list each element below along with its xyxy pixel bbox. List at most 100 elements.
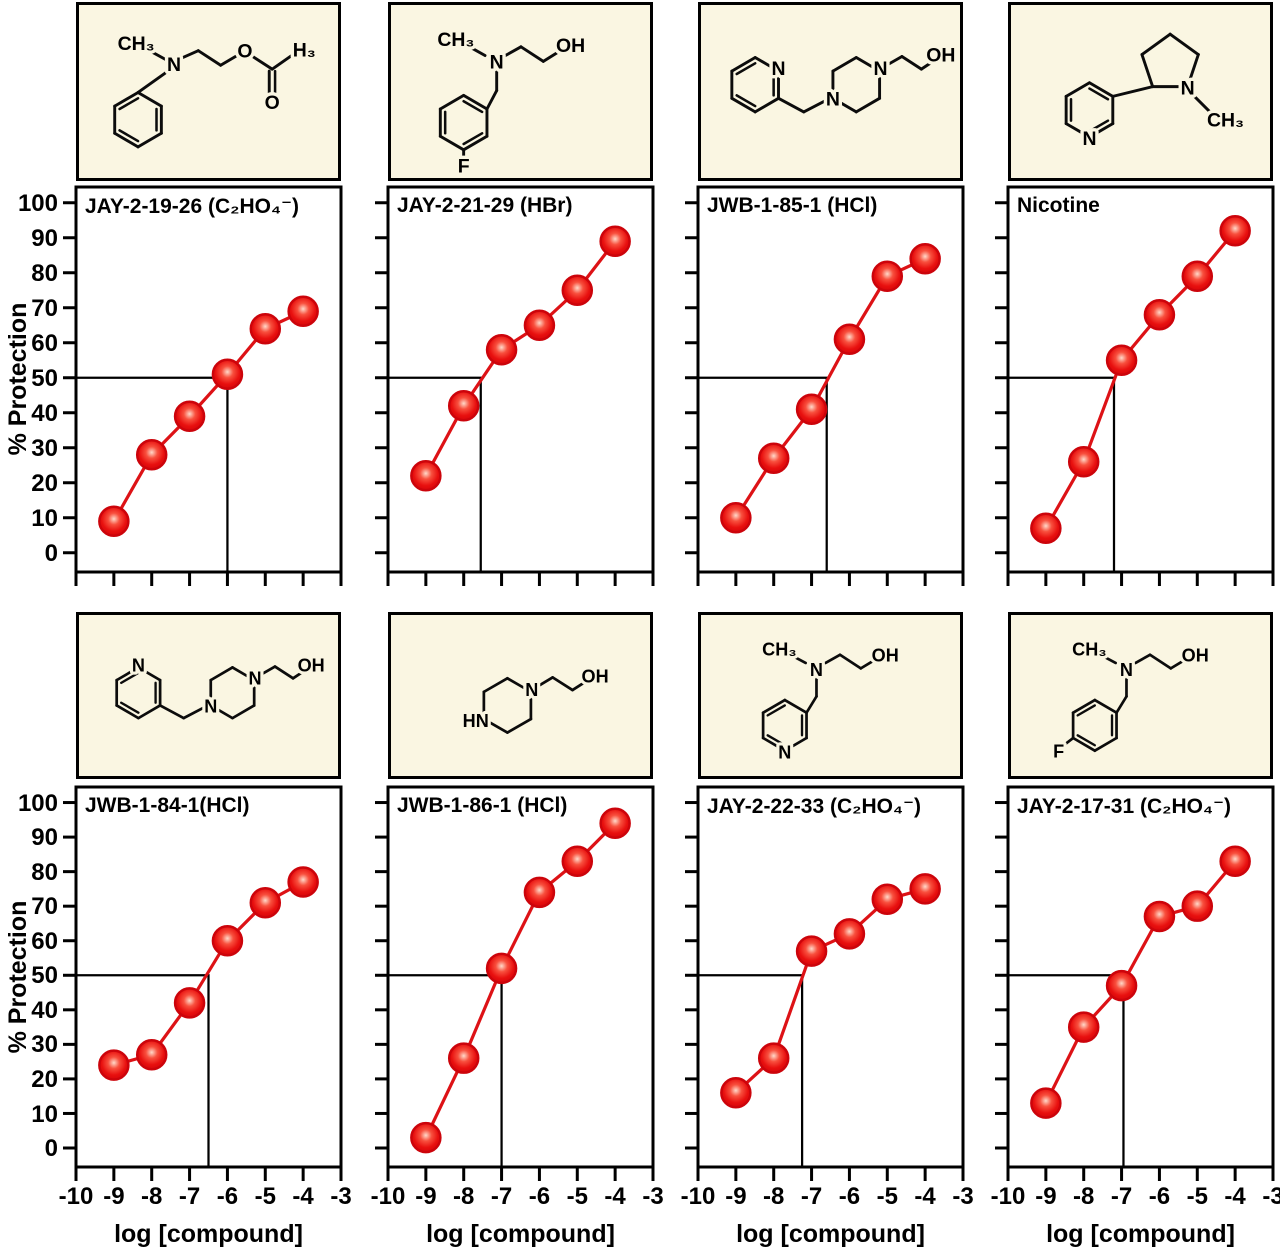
plot-frame — [386, 785, 655, 1169]
x-tick-label: -4 — [292, 1183, 314, 1210]
panel-title: JWB-1-84-1(HCl) — [85, 794, 250, 817]
structure-box: CH₃ N OH F — [1008, 612, 1273, 779]
dose-response-plot — [375, 185, 655, 586]
y-tick-label: 10 — [31, 1100, 58, 1128]
x-tick-label: -7 — [178, 1183, 201, 1210]
bond — [805, 695, 818, 715]
data-point — [795, 393, 828, 425]
bond — [113, 91, 140, 108]
plot-frame — [1006, 185, 1275, 574]
x-tick-label: -10 — [370, 1183, 406, 1210]
data-point — [485, 334, 518, 366]
double-bond — [462, 99, 484, 114]
data-point — [1181, 890, 1214, 922]
atom-label: OH — [298, 656, 325, 676]
x-tick-label: -5 — [876, 1183, 898, 1210]
bond — [438, 134, 466, 152]
ec50-crosshair — [76, 974, 210, 1167]
x-tick-label: -4 — [914, 1183, 936, 1210]
data-point — [211, 924, 244, 957]
chemical-structure: N N N OH — [115, 652, 328, 720]
bond — [777, 96, 806, 114]
bond — [136, 91, 163, 108]
chemical-structure: HN N OH — [459, 663, 611, 734]
x-axis-title: log [compound] — [114, 1220, 303, 1248]
data-point — [98, 1049, 130, 1081]
bond — [824, 653, 842, 665]
atom-label: N — [204, 696, 217, 716]
dose-response-curve — [734, 257, 926, 519]
y-tick-label: 90 — [31, 224, 58, 252]
atom-label: N — [771, 58, 785, 80]
data-point — [447, 390, 480, 422]
y-tick-label: 30 — [31, 434, 58, 462]
data-point — [523, 876, 556, 909]
bond — [551, 676, 574, 692]
x-tick-label: -5 — [254, 1183, 276, 1210]
dose-response-plot — [375, 785, 655, 1181]
atom-label: N — [778, 742, 791, 762]
bond — [1064, 81, 1091, 98]
data-point — [871, 260, 904, 292]
bond — [485, 89, 499, 111]
structure-box: CH₃ N OH N — [698, 612, 963, 779]
panel-title: JAY-2-19-26 (C₂HO₄⁻) — [85, 195, 300, 218]
x-tick-label: -9 — [415, 1183, 437, 1210]
bond — [462, 93, 489, 111]
dose-response-curve — [424, 240, 617, 477]
bond — [537, 676, 554, 687]
bond — [179, 49, 200, 60]
chemical-structure: CH₃ N OH N — [759, 636, 902, 765]
chemical-structure: CH₃ N O O H₃ — [113, 29, 319, 149]
atom-label: N — [826, 88, 840, 110]
y-tick-label: 80 — [31, 858, 58, 886]
chemical-structure: CH₃ N OH F — [1050, 636, 1212, 765]
bond — [270, 54, 294, 71]
atom-label: N — [874, 58, 888, 80]
bond — [886, 55, 904, 66]
bond — [761, 698, 787, 715]
bond — [730, 56, 757, 73]
atom-label: H₃ — [293, 40, 316, 62]
bond — [209, 666, 234, 682]
bond — [1088, 122, 1115, 139]
bond — [854, 96, 882, 114]
double-bond — [766, 734, 786, 747]
data-point — [833, 918, 866, 950]
atom-label: OH — [872, 646, 899, 666]
x-tick-label: -4 — [604, 1183, 626, 1210]
plot-frame — [386, 185, 655, 574]
atom-label: N — [249, 668, 262, 688]
atom-label: N — [132, 656, 145, 676]
bond — [919, 59, 935, 71]
bond — [730, 96, 757, 114]
atom-label: OH — [926, 45, 955, 67]
y-tick-label: 20 — [31, 1065, 58, 1093]
bond — [761, 736, 787, 753]
data-point — [795, 935, 828, 967]
data-point — [410, 1121, 442, 1154]
plot-frame — [696, 785, 965, 1169]
panel-title: JAY-2-21-29 (HBr) — [397, 194, 573, 217]
bond — [113, 131, 140, 149]
data-point — [909, 873, 941, 905]
double-bond — [1088, 119, 1110, 133]
y-tick-label: 30 — [31, 1031, 58, 1059]
bond — [1168, 32, 1200, 57]
double-bond — [735, 94, 757, 108]
y-tick-label: 100 — [17, 189, 58, 217]
bond — [219, 54, 239, 67]
chemical-structure: N N CH₃ — [1064, 32, 1247, 154]
data-point — [1105, 969, 1138, 1002]
bond — [1064, 122, 1091, 139]
y-tick-label: 0 — [44, 1135, 58, 1162]
structure-box: N N N OH — [76, 612, 341, 779]
atom-label: O — [265, 92, 280, 114]
bond — [859, 658, 876, 670]
data-point — [447, 1042, 480, 1074]
double-bond — [766, 704, 786, 717]
bond — [1134, 653, 1152, 665]
atom-label: OH — [582, 667, 609, 687]
data-point — [599, 225, 631, 257]
bond — [1088, 81, 1115, 98]
